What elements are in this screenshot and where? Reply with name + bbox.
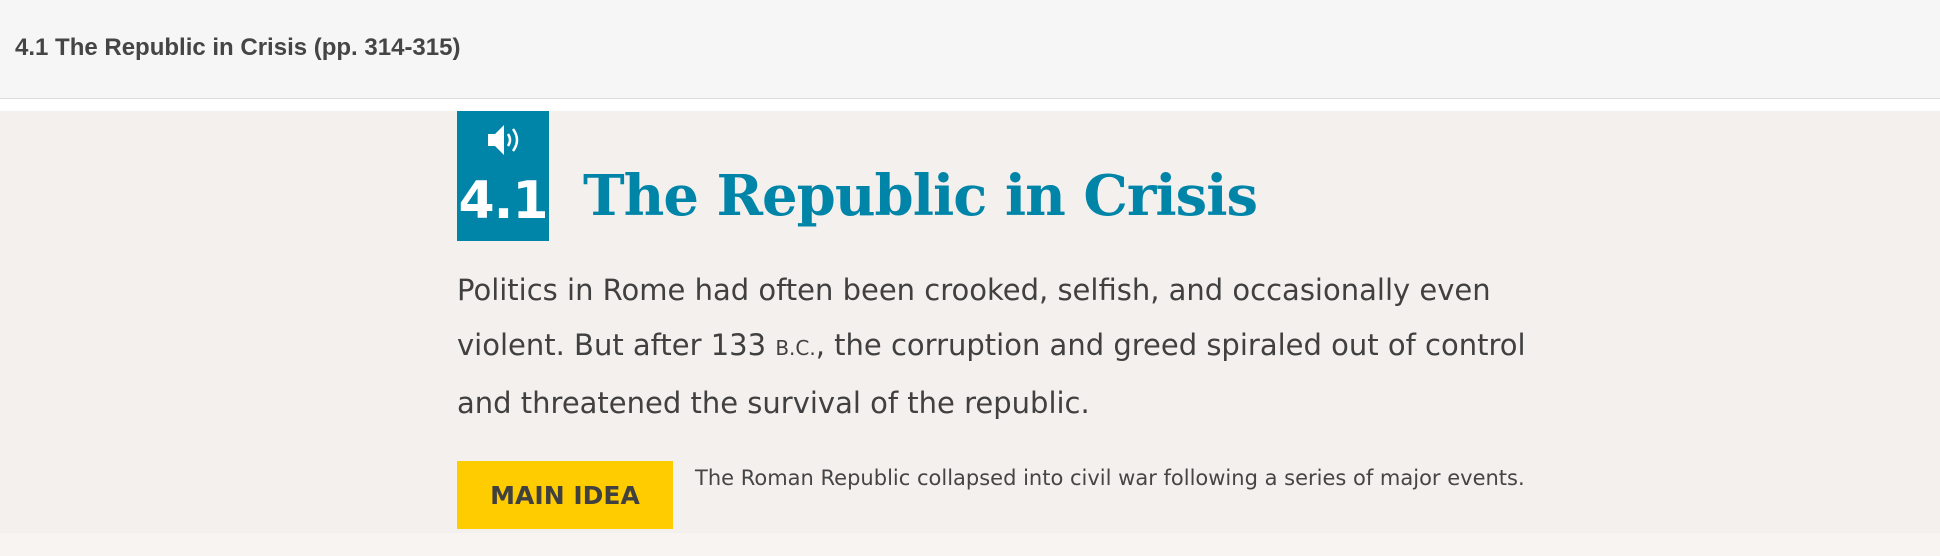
intro-text: Politics in Rome had often been crooked,… [457,273,1491,362]
intro-text: , the corruption and greed spiraled out … [457,328,1526,420]
main-idea-label: MAIN IDEA [457,461,673,529]
section-number: 4.1 [458,171,548,231]
speaker-icon[interactable] [486,123,522,157]
page-header: 4.1 The Republic in Crisis (pp. 314-315) [0,0,1940,99]
section-badge: 4.1 [457,111,549,241]
intro-paragraph: Politics in Rome had often been crooked,… [457,263,1577,431]
divider [0,99,1940,111]
era-abbreviation: B.C. [775,336,816,360]
lesson-content: 4.1 The Republic in Crisis Politics in R… [0,111,1940,533]
page-title: 4.1 The Republic in Crisis (pp. 314-315) [15,34,461,61]
section-title: The Republic in Crisis [583,163,1258,229]
main-idea-text: The Roman Republic collapsed into civil … [695,466,1525,490]
